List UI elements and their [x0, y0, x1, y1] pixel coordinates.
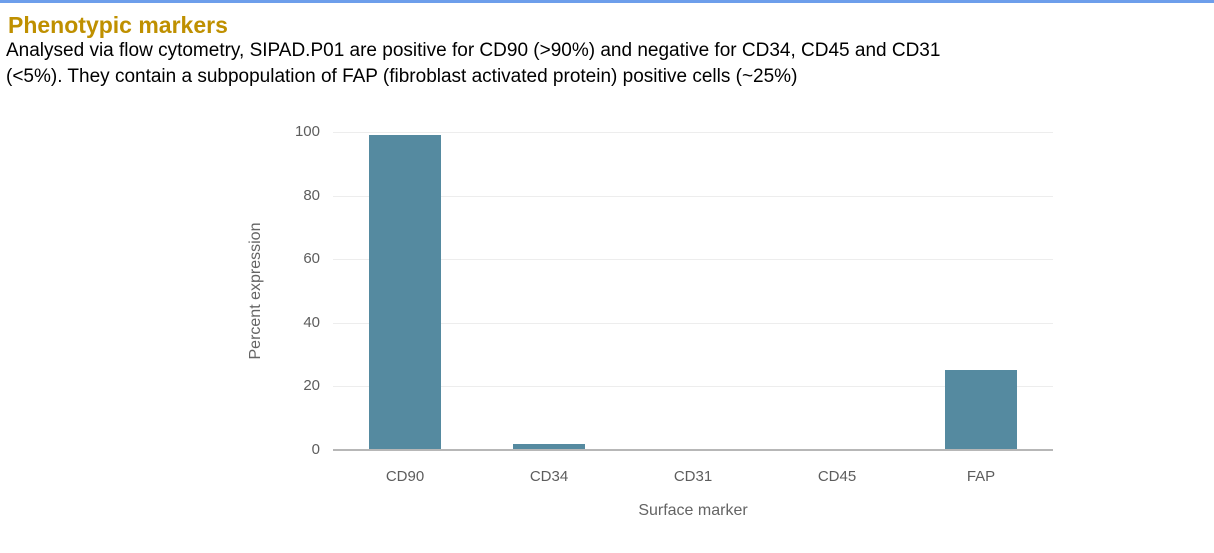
y-tick-label-100: 100: [294, 123, 320, 140]
x-axis-line: [333, 449, 1053, 451]
y-tick-label-40: 40: [303, 314, 320, 331]
x-tick-label-fap: FAP: [966, 468, 996, 485]
top-accent-line: [0, 0, 1214, 3]
y-axis-title: Percent expression: [247, 222, 264, 360]
y-tick-label-60: 60: [303, 250, 320, 267]
x-tick-label-cd45: CD45: [817, 468, 857, 485]
gridline-60: [333, 259, 1053, 260]
gridline-20: [333, 386, 1053, 387]
gridline-40: [333, 323, 1053, 324]
y-tick-label-80: 80: [303, 187, 320, 204]
bar-cd34: [513, 444, 585, 450]
page-title: Phenotypic markers: [8, 12, 228, 38]
y-tick-label-20: 20: [303, 377, 320, 394]
bar-fap: [945, 370, 1017, 450]
x-tick-label-cd31: CD31: [673, 468, 713, 485]
bar-cd90: [369, 135, 441, 450]
bar-chart: Percent expression Surface marker 0 20 40 6…: [240, 113, 1080, 543]
x-tick-label-cd90: CD90: [385, 468, 425, 485]
body-text-line-2: (<5%). They contain a subpopulation of F…: [6, 66, 798, 87]
body-text-line-1: Analysed via flow cytometry, SIPAD.P01 a…: [6, 40, 941, 61]
x-axis-title: Surface marker: [638, 502, 748, 519]
gridline-80: [333, 196, 1053, 197]
document-page: Phenotypic markers Analysed via flow cyt…: [0, 0, 1214, 519]
gridline-100: [333, 132, 1053, 133]
x-tick-label-cd34: CD34: [529, 468, 569, 485]
y-tick-label-0: 0: [311, 441, 320, 458]
